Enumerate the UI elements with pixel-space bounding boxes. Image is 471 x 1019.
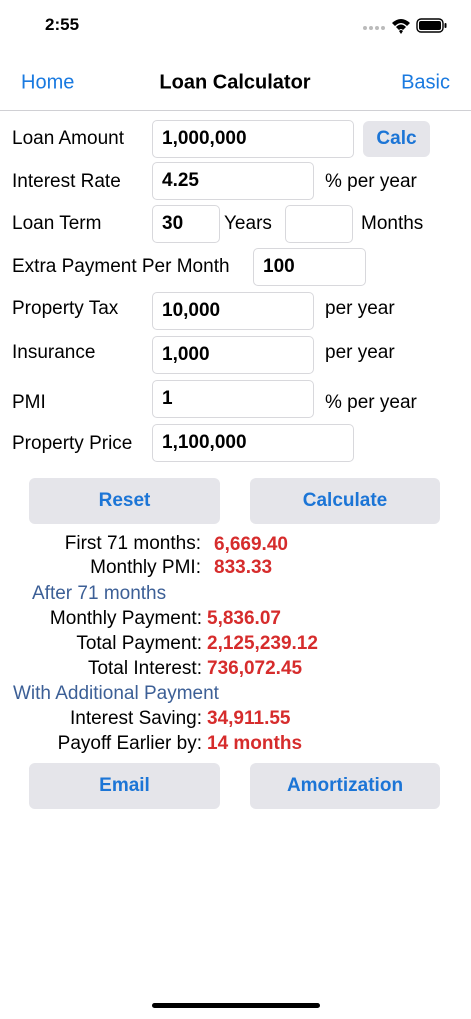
- input-value: 1,000,000: [162, 128, 247, 149]
- nav-basic[interactable]: Basic: [401, 71, 450, 94]
- result-value: 736,072.45: [207, 658, 303, 679]
- text-input[interactable]: 4.25: [152, 162, 314, 200]
- text-input[interactable]: 100: [253, 248, 366, 286]
- result-label: Total Payment:: [76, 633, 202, 654]
- unit-label: Years: [224, 213, 272, 234]
- result-value: 34,911.55: [207, 708, 291, 729]
- field-label: Extra Payment Per Month: [12, 256, 230, 277]
- result-value: 2,125,239.12: [207, 633, 318, 654]
- result-label: Payoff Earlier by:: [57, 733, 202, 754]
- field-label: Interest Rate: [12, 171, 121, 192]
- result-label: Monthly PMI:: [90, 557, 201, 578]
- field-label: PMI: [12, 392, 46, 413]
- section-header: With Additional Payment: [13, 683, 219, 704]
- input-value: 1: [162, 388, 173, 409]
- result-label: Total Interest:: [87, 658, 202, 679]
- status-icons: [363, 18, 447, 34]
- nav-home[interactable]: Home: [21, 71, 75, 94]
- unit-label: per year: [325, 342, 395, 363]
- result-label: Interest Saving:: [69, 708, 202, 729]
- unit-label: Months: [361, 213, 424, 234]
- nav-divider: [0, 110, 471, 111]
- field-label: Loan Amount: [12, 128, 124, 149]
- unit-label: % per year: [325, 392, 417, 413]
- text-input[interactable]: [285, 205, 353, 243]
- field-label: Property Tax: [12, 298, 119, 319]
- result-value: 833.33: [214, 557, 273, 578]
- result-label: Monthly Payment:: [49, 608, 202, 629]
- field-label: Loan Term: [12, 213, 102, 234]
- section-header: After 71 months: [32, 583, 167, 604]
- text-input[interactable]: 1: [152, 380, 314, 418]
- email-button[interactable]: Email: [29, 763, 220, 809]
- result-value: 6,669.40: [214, 534, 288, 555]
- field-label: Insurance: [12, 342, 96, 363]
- text-input[interactable]: 1,100,000: [152, 424, 354, 462]
- reset-button[interactable]: Reset: [29, 478, 220, 524]
- home-indicator: [152, 1003, 320, 1008]
- status-time: 2:55: [45, 15, 80, 34]
- unit-label: per year: [325, 298, 395, 319]
- input-value: 4.25: [162, 170, 199, 191]
- text-input[interactable]: 10,000: [152, 292, 314, 330]
- calc-button[interactable]: Calc: [363, 121, 430, 157]
- calculate-button[interactable]: Calculate: [250, 478, 440, 524]
- text-input[interactable]: 30: [152, 205, 220, 243]
- nav-title: Loan Calculator: [159, 71, 311, 94]
- text-input[interactable]: 1,000,000: [152, 120, 354, 158]
- result-label: First 71 months:: [64, 533, 201, 554]
- input-value: 30: [162, 213, 184, 234]
- input-value: 1,000: [162, 344, 210, 365]
- text-input[interactable]: 1,000: [152, 336, 314, 374]
- unit-label: % per year: [325, 171, 417, 192]
- input-value: 10,000: [162, 300, 221, 321]
- result-value: 14 months: [207, 733, 303, 754]
- input-value: 100: [263, 256, 295, 277]
- field-label: Property Price: [12, 433, 133, 454]
- amortization-button[interactable]: Amortization: [250, 763, 440, 809]
- result-value: 5,836.07: [207, 608, 281, 629]
- input-value: 1,100,000: [162, 432, 247, 453]
